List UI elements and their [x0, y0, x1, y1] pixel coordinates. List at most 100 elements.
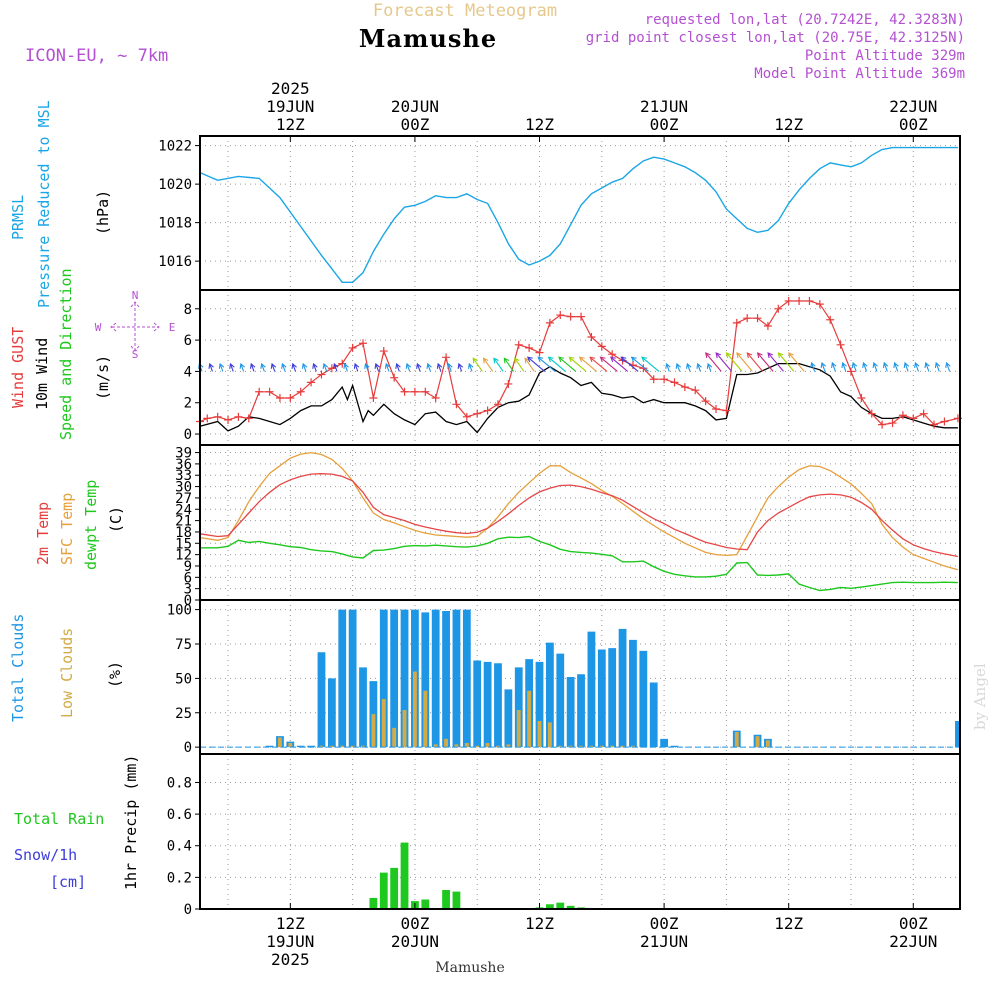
wind-arrow	[697, 363, 701, 372]
wind-arrow-head	[746, 352, 753, 359]
chart-marks: 1016101810201022024680369121518212427303…	[158, 79, 962, 969]
wind-arrow	[396, 363, 400, 372]
wind-arrow	[666, 363, 670, 372]
wind-arrow	[313, 363, 317, 372]
cloud-total-bar	[348, 609, 357, 748]
wind-arrow-head	[322, 362, 329, 369]
cloud-total-bar	[955, 721, 959, 748]
temp-tick-label: 36	[175, 457, 192, 473]
cloud-total-bar	[577, 674, 585, 748]
wind-speed-line	[199, 362, 958, 434]
gust-point	[898, 411, 907, 420]
wind-arrow	[935, 362, 940, 372]
wind-arrow	[788, 352, 805, 372]
wind-arrow-head	[457, 362, 464, 369]
gust-point	[473, 409, 482, 418]
gust-point	[244, 414, 253, 423]
gust-point	[296, 387, 305, 396]
wind-arrow-head	[384, 362, 391, 369]
wind-arrow-head	[841, 361, 847, 368]
cloud-total-bar	[296, 745, 305, 748]
cloud-total-bar	[639, 650, 648, 748]
wind-arrow-head	[705, 352, 711, 359]
gust-point	[670, 378, 679, 387]
cloud-total-bar	[421, 612, 430, 748]
rain-bar	[421, 899, 430, 909]
pressure-tick-label: 1022	[158, 139, 192, 155]
wind-arrow-head	[788, 352, 794, 359]
cloud-low-bar	[277, 737, 282, 748]
temp-tick-label: 12	[175, 548, 192, 564]
wind-arrow-head	[620, 356, 627, 363]
compass-s: S	[132, 348, 139, 361]
temp-tick-label: 27	[175, 491, 192, 507]
wind-arrow	[240, 363, 245, 372]
top-time-label: 12Z	[774, 115, 803, 134]
cloud-total-bar	[649, 682, 658, 748]
precip-label-2: Snow/1h	[14, 846, 77, 864]
wind-label-3: Speed and Direction	[57, 268, 75, 440]
cloud-tick-label: 75	[175, 637, 192, 653]
wind-arrow	[707, 363, 712, 372]
gust-point	[462, 412, 471, 421]
wind-arrow	[548, 356, 566, 372]
wind-arrow-head	[467, 362, 474, 369]
sfc-temp-line	[199, 451, 959, 571]
wind-arrow-head	[578, 356, 585, 363]
rain-bar	[442, 890, 450, 909]
cloud-total-bar	[400, 609, 409, 748]
temp-tick-label: 9	[184, 559, 192, 575]
cloud-low-bar	[547, 722, 552, 748]
cloud-low-bar	[340, 745, 345, 748]
cloud-low-bar	[454, 744, 459, 748]
gust-point	[452, 400, 461, 409]
wind-arrow-head	[514, 357, 520, 364]
wind-arrow	[726, 352, 743, 372]
wind-arrow-head	[503, 357, 510, 364]
cloud-low-bar	[319, 745, 324, 748]
wind-arrow	[686, 363, 691, 372]
cloud-low-bar	[537, 721, 542, 748]
wind-arrow	[631, 356, 649, 372]
gust-point	[317, 370, 326, 379]
wind-tick-label: 4	[184, 364, 192, 380]
cloud-low-bar	[423, 690, 428, 748]
gust-point	[857, 394, 866, 403]
rain-bar	[400, 842, 409, 909]
bottom-time-label: 22JUN	[889, 932, 937, 951]
wind-arrow-head	[472, 357, 478, 364]
gust-point	[359, 339, 368, 348]
gust-point	[753, 314, 762, 323]
cloud-total-bar	[431, 609, 440, 748]
wind-tick-label: 8	[184, 302, 192, 318]
cloud-low-bar	[412, 671, 417, 748]
gust-point	[545, 318, 554, 327]
wind-arrow-head	[524, 357, 530, 364]
wind-arrow	[364, 363, 369, 372]
temp-tick-label: 3	[184, 582, 192, 598]
gust-point	[649, 375, 658, 384]
wind-arrow	[209, 363, 213, 372]
temp-label-3: dewpt Temp	[82, 480, 100, 570]
gust-point	[224, 415, 233, 424]
wind-arrow-head	[872, 361, 878, 368]
cloud-low-bar	[392, 727, 397, 748]
rain-bar	[566, 905, 575, 909]
wind-arrow	[579, 356, 597, 372]
cloud-low-bar	[506, 744, 511, 748]
wind-arrow	[715, 352, 733, 372]
wind-arrow	[873, 362, 878, 372]
wind-labels: Wind GUST 10m Wind Speed and Direction (…	[9, 268, 175, 440]
model-altitude: Model Point Altitude 369m	[754, 66, 965, 82]
wind-arrow	[676, 363, 681, 372]
cloud-total-bar	[514, 667, 523, 748]
wind-tick-label: 6	[184, 333, 192, 349]
temp-tick-label: 39	[175, 446, 192, 462]
wind-arrow-head	[537, 356, 544, 363]
cloud-low-bar	[402, 710, 407, 748]
bottom-time-label: 20JUN	[391, 932, 439, 951]
wind-arrow-head	[641, 356, 648, 363]
cloud-total-bar	[359, 667, 367, 748]
wind-arrow-head	[903, 361, 910, 368]
pressure-label-2: Pressure Reduced to MSL	[35, 100, 53, 308]
